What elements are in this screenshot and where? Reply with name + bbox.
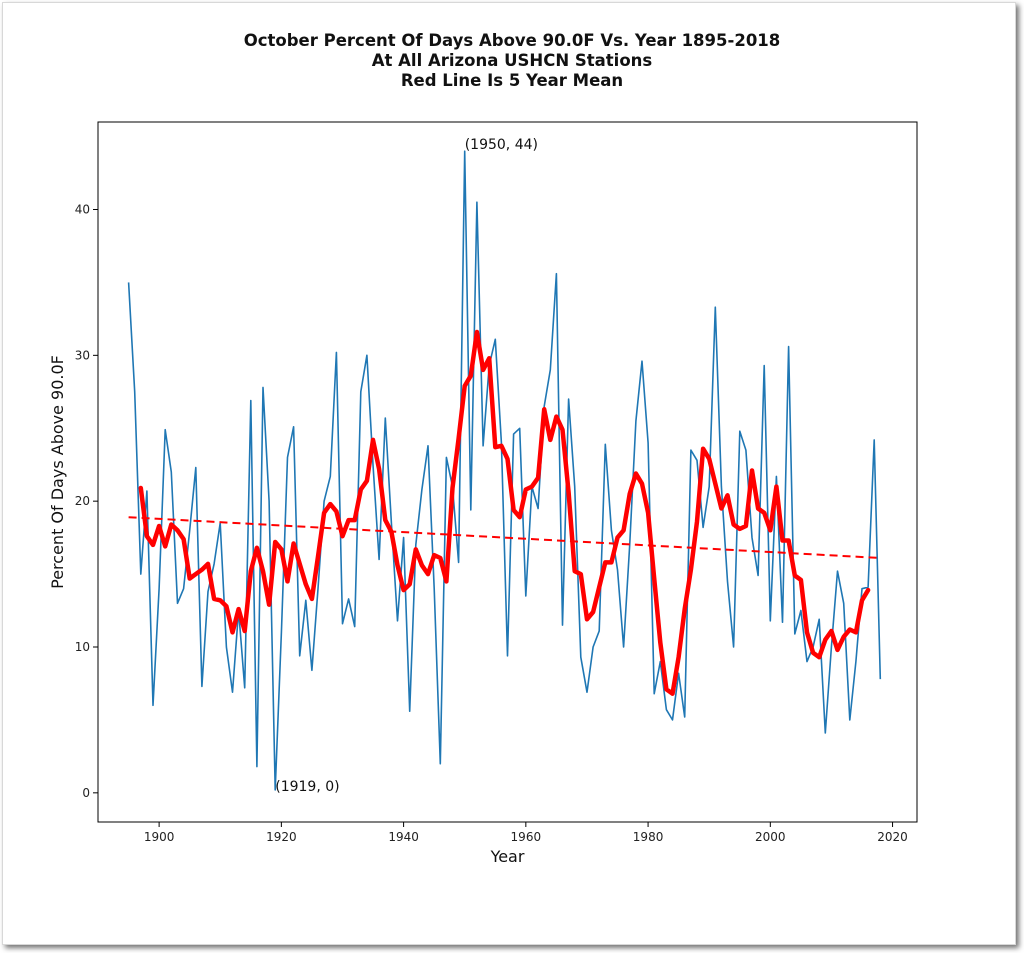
chart-title-line-3: Red Line Is 5 Year Mean: [400, 71, 624, 90]
chart-title-line-2: At All Arizona USHCN Stations: [371, 51, 653, 70]
x-tick-label: 2000: [755, 830, 786, 844]
chart-title-line-1: October Percent Of Days Above 90.0F Vs. …: [243, 31, 781, 50]
x-tick-label: 1920: [266, 830, 297, 844]
y-tick-label: 10: [75, 640, 90, 654]
x-tick-label: 1960: [511, 830, 542, 844]
series-layer: [127, 150, 882, 791]
trend-line: [128, 516, 881, 559]
x-axis-ticks: 1900 1920 1940 1960 1980 2000 2020: [144, 822, 908, 844]
point-annotation: (1919, 0): [275, 779, 339, 795]
x-axis-label: Year: [490, 847, 525, 866]
point-annotation: (1950, 44): [465, 137, 538, 153]
x-tick-label: 1940: [388, 830, 419, 844]
x-tick-label: 2020: [877, 830, 908, 844]
x-tick-label: 1980: [633, 830, 664, 844]
y-tick-label: 40: [75, 203, 90, 217]
data-series-line: [127, 150, 882, 791]
five-year-mean-line: [138, 329, 871, 696]
y-tick-label: 20: [75, 494, 90, 508]
x-tick-label: 1900: [144, 830, 175, 844]
y-tick-label: 0: [82, 786, 90, 800]
y-axis-label: Percent Of Days Above 90.0F: [48, 355, 67, 589]
y-axis-ticks: 0 10 20 30 40: [75, 203, 98, 800]
y-tick-label: 30: [75, 348, 90, 362]
annotation-layer: (1950, 44) (1919, 0): [275, 137, 538, 795]
